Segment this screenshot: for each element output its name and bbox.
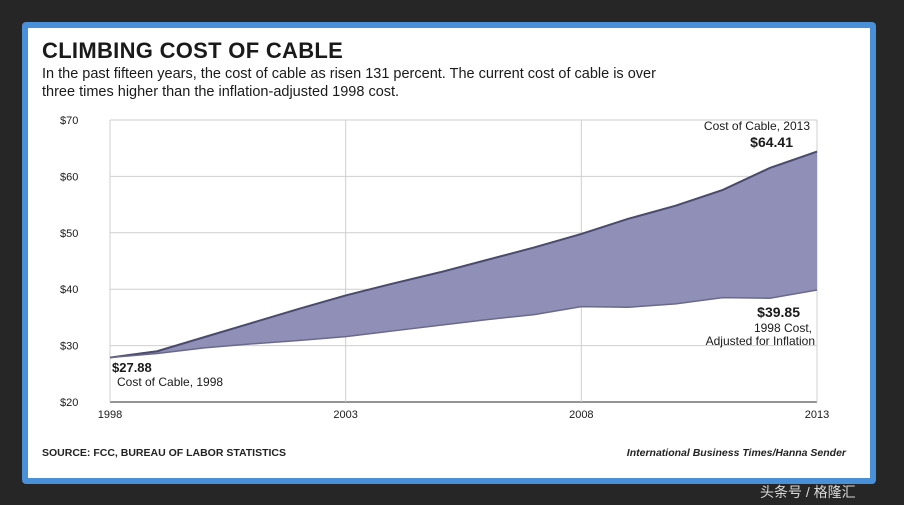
series-line-cost-of-cable (109, 150, 818, 359)
end-label: Cost of Cable, 2013 (704, 119, 810, 133)
start-value-label: $27.88 (112, 360, 152, 375)
chart-card: CLIMBING COST OF CABLE In the past fifte… (28, 28, 870, 478)
x-tick-label: 1998 (98, 409, 122, 421)
y-tick-label: $60 (60, 171, 78, 183)
x-tick-label: 2013 (805, 409, 829, 421)
area-chart: $20 $30 $40 $50 $60 $70 1998 2003 2008 2013 $27.… (60, 115, 829, 421)
y-tick-label: $30 (60, 341, 78, 353)
inflation-label-line-2: Adjusted for Inflation (706, 334, 815, 348)
x-tick-label: 2008 (569, 409, 593, 421)
x-tick-label: 2003 (333, 409, 357, 421)
credit-note: International Business Times/Hanna Sende… (626, 447, 846, 459)
y-tick-label: $70 (60, 115, 78, 127)
cost-gap-area (110, 151, 817, 358)
start-label: Cost of Cable, 1998 (117, 375, 223, 389)
chart-subtitle: In the past fifteen years, the cost of c… (42, 66, 656, 100)
chart-title: CLIMBING COST OF CABLE (42, 38, 344, 63)
y-tick-label: $20 (60, 397, 78, 409)
watermark-text: 头条号 / 格隆汇 (760, 484, 856, 500)
inflation-label-line-1: 1998 Cost, (754, 321, 812, 335)
source-note: SOURCE: FCC, BUREAU OF LABOR STATISTICS (42, 447, 287, 459)
y-tick-label: $50 (60, 228, 78, 240)
series-line-inflation-adjusted (109, 289, 818, 359)
inflation-value-label: $39.85 (757, 304, 800, 320)
end-value-label: $64.41 (750, 134, 793, 150)
y-tick-label: $40 (60, 284, 78, 296)
